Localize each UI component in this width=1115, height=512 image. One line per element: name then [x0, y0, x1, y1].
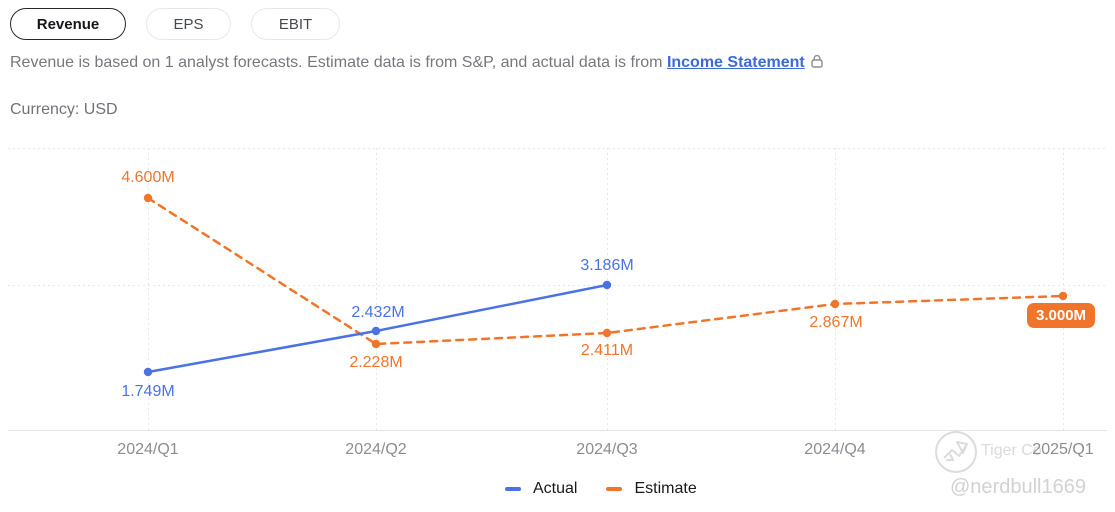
description-text: Revenue is based on 1 analyst forecasts.…	[10, 54, 667, 71]
forecast-description: Revenue is based on 1 analyst forecasts.…	[10, 53, 825, 74]
tab-eps[interactable]: EPS	[146, 8, 231, 40]
estimate-point-2024Q2[interactable]	[371, 339, 381, 349]
estimate-series-swatch-icon	[606, 487, 623, 491]
tab-revenue[interactable]: Revenue	[10, 8, 126, 40]
chart-legend: Actual Estimate	[505, 480, 697, 498]
legend-item-actual[interactable]: Actual	[505, 480, 577, 498]
lock-icon	[809, 53, 825, 74]
x-axis-label-2024Q4: 2024/Q4	[804, 441, 866, 458]
watermark-brand: Tiger Co	[981, 442, 1042, 459]
estimate-point-2025Q1[interactable]	[1058, 291, 1068, 301]
latest-estimate-badge: 3.000M	[1027, 303, 1096, 328]
currency-label: Currency: USD	[10, 101, 118, 118]
x-axis-label-2024Q1: 2024/Q1	[117, 441, 179, 458]
actual-value-label: 1.749M	[121, 383, 175, 400]
estimate-value-label: 2.411M	[580, 342, 634, 359]
estimate-value-label: 4.600M	[121, 169, 175, 186]
actual-value-label: 2.432M	[351, 304, 405, 321]
metric-tabs: Revenue EPS EBIT	[10, 8, 340, 40]
estimate-value-label: 2.867M	[809, 314, 863, 331]
estimate-point-2024Q1[interactable]	[143, 193, 153, 203]
estimate-value-label: 2.228M	[349, 354, 403, 371]
income-statement-link[interactable]: Income Statement	[666, 54, 805, 71]
x-axis-label-2024Q3: 2024/Q3	[576, 441, 638, 458]
x-axis-label-2025Q1: 2025/Q1	[1032, 441, 1094, 458]
actual-series-swatch-icon	[505, 487, 521, 491]
actual-value-label: 3.186M	[580, 257, 634, 274]
tab-ebit[interactable]: EBIT	[251, 8, 340, 40]
actual-point-2024Q2[interactable]	[371, 326, 381, 336]
actual-point-2024Q1[interactable]	[143, 367, 153, 377]
x-axis-label-2024Q2: 2024/Q2	[345, 441, 407, 458]
legend-item-estimate[interactable]: Estimate	[606, 480, 697, 498]
tiger-logo-icon	[933, 429, 979, 480]
estimate-point-2024Q4[interactable]	[830, 299, 840, 309]
watermark-handle: @nerdbull1669	[950, 476, 1086, 498]
estimate-point-2024Q3[interactable]	[602, 328, 612, 338]
legend-label-actual: Actual	[533, 480, 578, 497]
legend-label-estimate: Estimate	[634, 480, 697, 497]
actual-point-2024Q3[interactable]	[602, 280, 612, 290]
